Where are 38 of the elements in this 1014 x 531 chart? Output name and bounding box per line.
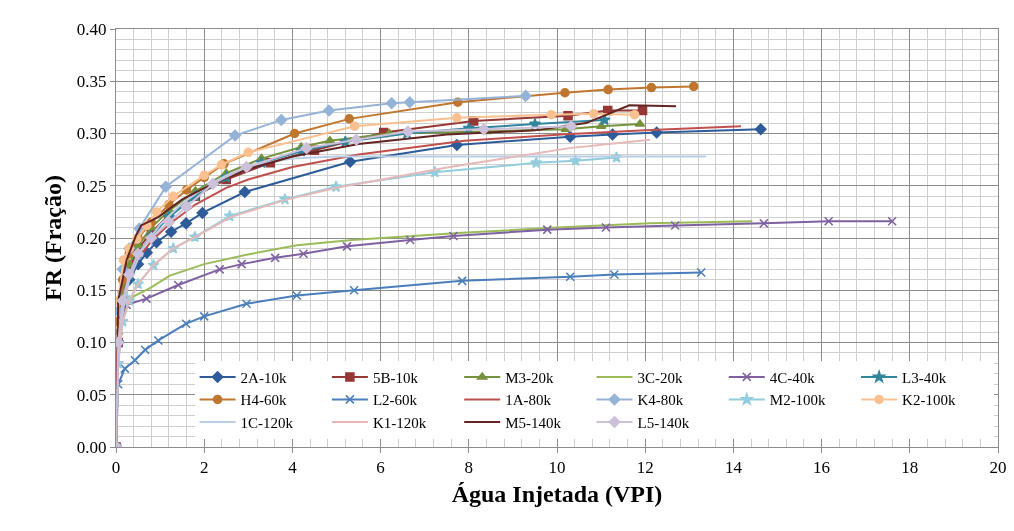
x-tick-label: 4 <box>288 458 298 478</box>
y-tick-label: 0.10 <box>76 333 107 353</box>
legend-label: 1A-80k <box>505 392 552 409</box>
legend-label: 1C-120k <box>240 414 294 431</box>
x-tick-label: 18 <box>901 458 919 478</box>
x-tick-label: 16 <box>813 458 831 478</box>
legend-label: K2-100k <box>902 392 956 409</box>
y-tick-label: 0.25 <box>76 176 107 196</box>
legend-label: M5-140k <box>505 414 562 431</box>
x-tick-label: 20 <box>989 458 1007 478</box>
x-tick-label: 14 <box>724 458 743 478</box>
legend-label: L3-40k <box>902 369 947 386</box>
x-tick-label: 8 <box>464 458 474 478</box>
y-tick-label: 0.05 <box>76 385 107 405</box>
y-tick-label: 0.20 <box>76 228 107 248</box>
legend-label: K1-120k <box>372 414 427 431</box>
x-tick-label: 2 <box>199 458 209 478</box>
x-tick-label: 6 <box>376 458 385 478</box>
legend-label: 5B-10k <box>372 369 419 386</box>
legend-label: L5-140k <box>637 414 690 431</box>
y-tick-label: 0.00 <box>76 437 107 457</box>
legend-label: K4-80k <box>637 392 684 409</box>
y-tick-label: 0.30 <box>76 124 107 144</box>
x-axis-title: Água Injetada (VPI) <box>451 480 663 507</box>
legend-label: H4-60k <box>240 392 287 409</box>
legend-label: M3-20k <box>505 369 555 386</box>
legend-label: M2-100k <box>769 392 827 409</box>
x-tick-label: 10 <box>548 458 566 478</box>
x-tick-label: 0 <box>111 458 121 478</box>
legend-label: 2A-10k <box>240 369 287 386</box>
legend-label: L2-60k <box>372 392 418 409</box>
legend-label: 3C-20k <box>637 369 683 386</box>
y-tick-label: 0.15 <box>76 281 107 301</box>
x-tick-label: 12 <box>636 458 654 478</box>
y-tick-label: 0.35 <box>76 72 107 92</box>
y-axis-title: FR (Fração) <box>39 175 66 301</box>
legend-label: 4C-40k <box>769 369 816 386</box>
y-tick-label: 0.40 <box>76 19 107 39</box>
